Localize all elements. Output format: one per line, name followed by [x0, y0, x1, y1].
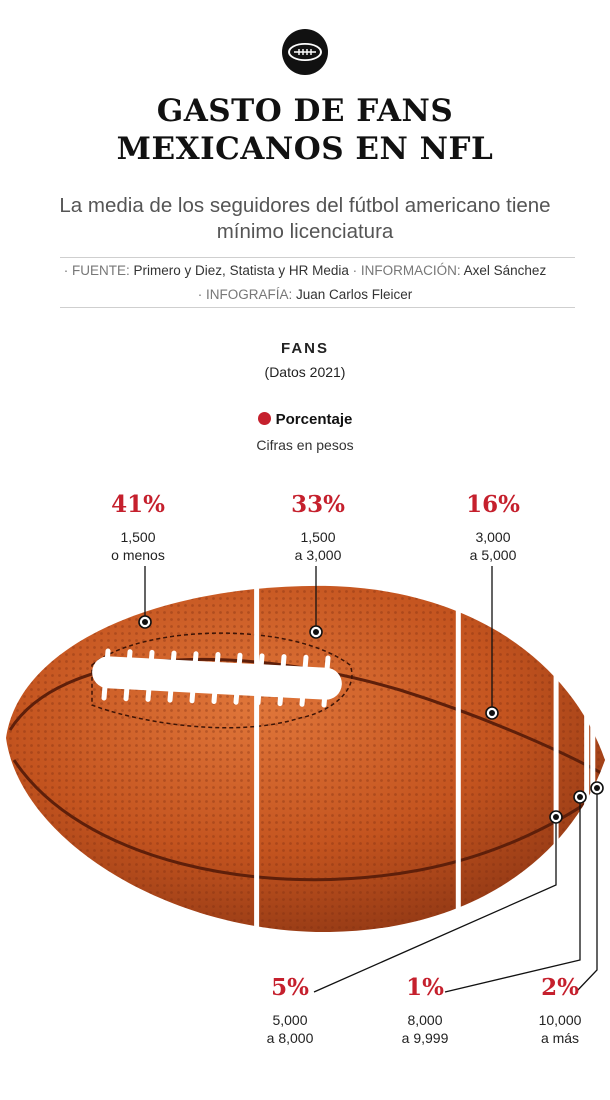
chart-subtitle: (Datos 2021) — [264, 364, 346, 380]
divider-bottom — [60, 307, 575, 308]
lace-stitch — [233, 652, 243, 705]
fuente-value: Primero y Diez, Statista y HR Media — [133, 263, 349, 278]
credits-line-2: · INFOGRAFÍA: Juan Carlos Fleicer — [40, 286, 570, 304]
range-label-line-1: 1,500 — [300, 529, 335, 545]
segment-divider — [584, 692, 590, 826]
segment-divider — [455, 601, 461, 917]
segment-divider — [590, 703, 596, 815]
segment-divider — [254, 586, 260, 932]
infografia-value: Juan Carlos Fleicer — [295, 287, 413, 302]
percent-label: 1% — [406, 974, 444, 1001]
data-point-center — [142, 619, 148, 625]
percent-label: 16% — [466, 491, 520, 518]
percent-label: 41% — [111, 491, 165, 518]
legend-label: Porcentaje — [275, 411, 353, 428]
fuente-label: · FUENTE: — [63, 263, 130, 278]
data-point-center — [577, 794, 583, 800]
subtitle-line-1: La media de los seguidores del fútbol am… — [59, 194, 551, 217]
infografia-label: · INFOGRAFÍA: — [197, 287, 293, 302]
page-subtitle: La media de los seguidores del fútbol am… — [40, 193, 570, 245]
chart-title: FANS — [280, 340, 329, 357]
credits-line-1: · FUENTE: Primero y Diez, Statista y HR … — [40, 262, 570, 280]
title-line-1: GASTO DE FANS — [156, 93, 454, 129]
subtitle-line-2: mínimo licenciatura — [216, 220, 394, 243]
segment-divider — [553, 656, 559, 862]
lace-stitch — [145, 649, 155, 702]
range-label-line-2: a más — [541, 1030, 579, 1046]
lace-stitch — [123, 649, 133, 702]
range-label-line-1: 10,000 — [539, 1012, 582, 1028]
page-title: GASTO DE FANS MEXICANOS EN NFL — [0, 92, 610, 168]
range-label-line-2: a 5,000 — [470, 547, 517, 563]
range-label-line-1: 8,000 — [407, 1012, 442, 1028]
football-icon — [282, 29, 328, 75]
percent-label: 33% — [291, 491, 345, 518]
range-label-line-1: 1,500 — [120, 529, 155, 545]
range-label-line-2: a 9,999 — [402, 1030, 449, 1046]
percent-label: 5% — [271, 974, 309, 1001]
range-label-line-1: 3,000 — [475, 529, 510, 545]
range-label-line-2: o menos — [111, 547, 165, 563]
data-point-center — [553, 814, 559, 820]
range-label-line-2: a 3,000 — [295, 547, 342, 563]
leader-line — [575, 788, 598, 993]
data-point-center — [594, 785, 600, 791]
leader-line — [444, 797, 581, 993]
range-label-line-1: 5,000 — [272, 1012, 307, 1028]
football-illustration — [6, 585, 605, 933]
informacion-value: Axel Sánchez — [463, 263, 547, 278]
data-point-center — [489, 710, 495, 716]
range-label-line-2: a 8,000 — [267, 1030, 314, 1046]
leader-line — [313, 817, 557, 993]
lace-stitch — [321, 655, 331, 708]
lace-stitch — [189, 651, 199, 704]
data-point-center — [313, 629, 319, 635]
title-line-2: MEXICANOS EN NFL — [116, 131, 494, 167]
divider-top — [60, 257, 575, 258]
legend-swatch — [257, 412, 271, 425]
lace-stitch — [167, 650, 177, 703]
informacion-label: · INFORMACIÓN: — [352, 263, 461, 278]
percent-label: 2% — [541, 974, 579, 1001]
lace-stitch — [211, 652, 221, 704]
lace-stitch — [299, 654, 309, 707]
units-note: Cifras en pesos — [256, 437, 354, 453]
chart-legend: Porcentaje — [0, 411, 610, 428]
lace-stitch — [101, 648, 111, 701]
lace-stitch — [277, 654, 287, 707]
